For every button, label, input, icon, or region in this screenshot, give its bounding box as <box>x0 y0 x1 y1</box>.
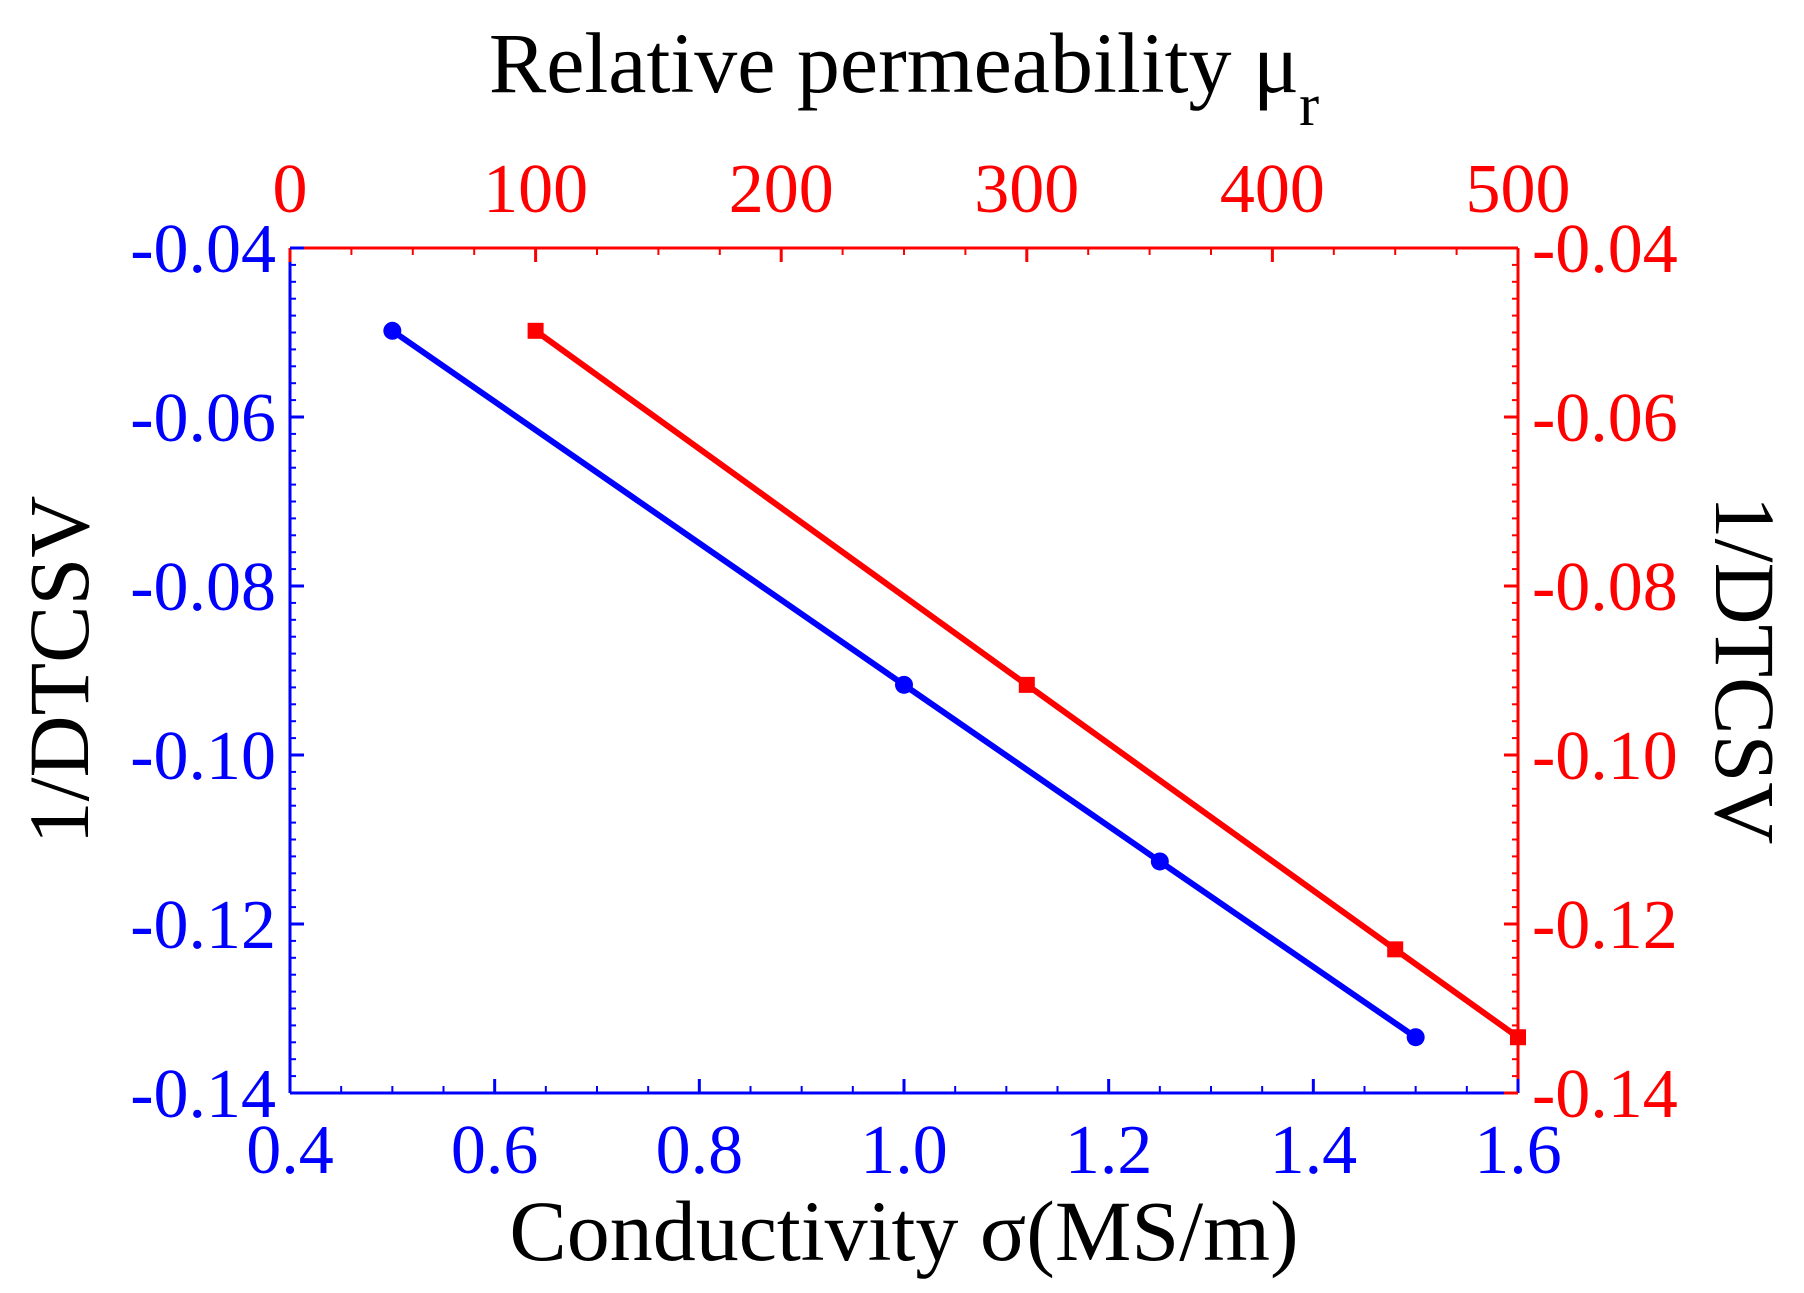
bottom-tick-label: 0.4 <box>246 1112 334 1189</box>
bottom-tick-label: 0.6 <box>451 1112 539 1189</box>
bottom-tick-label: 1.4 <box>1270 1112 1358 1189</box>
right-tick-label: -0.10 <box>1532 718 1678 795</box>
data-point-circle <box>1150 852 1169 871</box>
top-axis-title-sub: r <box>1299 72 1319 138</box>
left-axis-title: 1/DTCSV <box>11 496 107 845</box>
left-tick-label: -0.06 <box>130 380 276 457</box>
right-axis-title: 1/DTCSV <box>1697 496 1793 845</box>
series-line-permeability <box>533 328 1520 1040</box>
right-tick-label: -0.12 <box>1532 887 1678 964</box>
bottom-tick-label: 1.2 <box>1065 1112 1153 1189</box>
ticks-layer: 0.4 0.6 0.8 1.0 1.2 1.4 1.60 100 200 300 400 500-0.… <box>130 151 1678 1189</box>
right-tick-label: -0.06 <box>1532 380 1678 457</box>
top-tick-label: 0 <box>273 151 308 228</box>
bottom-tick-label: 0.8 <box>656 1112 744 1189</box>
left-tick-label: -0.10 <box>130 718 276 795</box>
right-tick-label: -0.04 <box>1532 211 1678 288</box>
data-point-square <box>1387 941 1404 958</box>
data-point-circle <box>1406 1028 1425 1047</box>
series-line-conductivity <box>390 328 1418 1040</box>
top-axis-title: Relative permeability μr <box>489 15 1319 138</box>
left-tick-label: -0.04 <box>130 211 276 288</box>
data-point-circle <box>383 321 402 340</box>
right-tick-label: -0.14 <box>1532 1056 1678 1133</box>
left-tick-label: -0.14 <box>130 1056 276 1133</box>
left-tick-label: -0.12 <box>130 887 276 964</box>
data-point-square <box>1018 676 1035 693</box>
top-tick-label: 400 <box>1220 151 1325 228</box>
top-tick-label: 300 <box>974 151 1079 228</box>
bottom-tick-label: 1.6 <box>1474 1112 1562 1189</box>
bottom-tick-label: 1.0 <box>860 1112 948 1189</box>
top-tick-label: 100 <box>483 151 588 228</box>
left-tick-label: -0.08 <box>130 549 276 626</box>
right-tick-label: -0.08 <box>1532 549 1678 626</box>
top-tick-label: 200 <box>729 151 834 228</box>
data-point-square <box>527 322 544 339</box>
bottom-axis-title: Conductivity σ(MS/m) <box>509 1183 1298 1279</box>
data-point-square <box>1510 1029 1526 1046</box>
data-point-circle <box>895 675 913 694</box>
top-axis-title-main: Relative permeability μ <box>489 15 1299 111</box>
series-layer <box>383 321 1526 1047</box>
top-tick-label: 500 <box>1466 151 1571 228</box>
